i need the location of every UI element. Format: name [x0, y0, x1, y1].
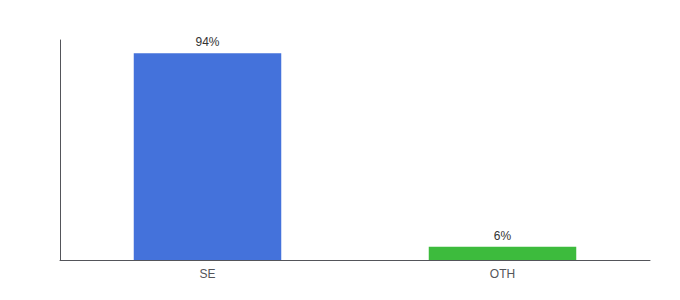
svg-text:SE: SE	[199, 267, 215, 281]
svg-text:6%: 6%	[494, 229, 512, 243]
svg-text:OTH: OTH	[490, 267, 515, 281]
svg-text:94%: 94%	[195, 35, 219, 49]
